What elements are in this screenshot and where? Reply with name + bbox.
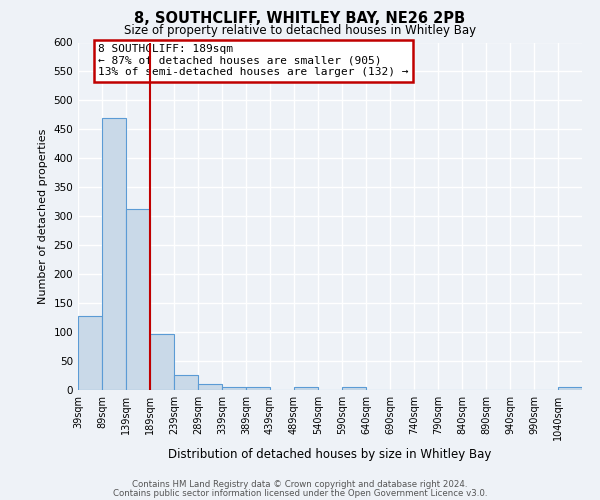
Bar: [78, 316, 102, 390]
Bar: [222, 387, 246, 390]
Bar: [558, 387, 582, 390]
Text: 8 SOUTHCLIFF: 189sqm
← 87% of detached houses are smaller (905)
13% of semi-deta: 8 SOUTHCLIFF: 189sqm ← 87% of detached h…: [98, 44, 409, 78]
Bar: [342, 387, 366, 390]
Bar: [246, 387, 270, 390]
Text: 8, SOUTHCLIFF, WHITLEY BAY, NE26 2PB: 8, SOUTHCLIFF, WHITLEY BAY, NE26 2PB: [134, 11, 466, 26]
Y-axis label: Number of detached properties: Number of detached properties: [38, 128, 48, 304]
Bar: [294, 387, 318, 390]
Bar: [174, 375, 198, 390]
Bar: [126, 210, 150, 390]
Text: Size of property relative to detached houses in Whitley Bay: Size of property relative to detached ho…: [124, 24, 476, 37]
Text: Contains public sector information licensed under the Open Government Licence v3: Contains public sector information licen…: [113, 488, 487, 498]
Bar: [102, 118, 126, 390]
Text: Contains HM Land Registry data © Crown copyright and database right 2024.: Contains HM Land Registry data © Crown c…: [132, 480, 468, 489]
Bar: [150, 334, 174, 390]
Bar: [198, 384, 222, 390]
X-axis label: Distribution of detached houses by size in Whitley Bay: Distribution of detached houses by size …: [169, 448, 491, 462]
